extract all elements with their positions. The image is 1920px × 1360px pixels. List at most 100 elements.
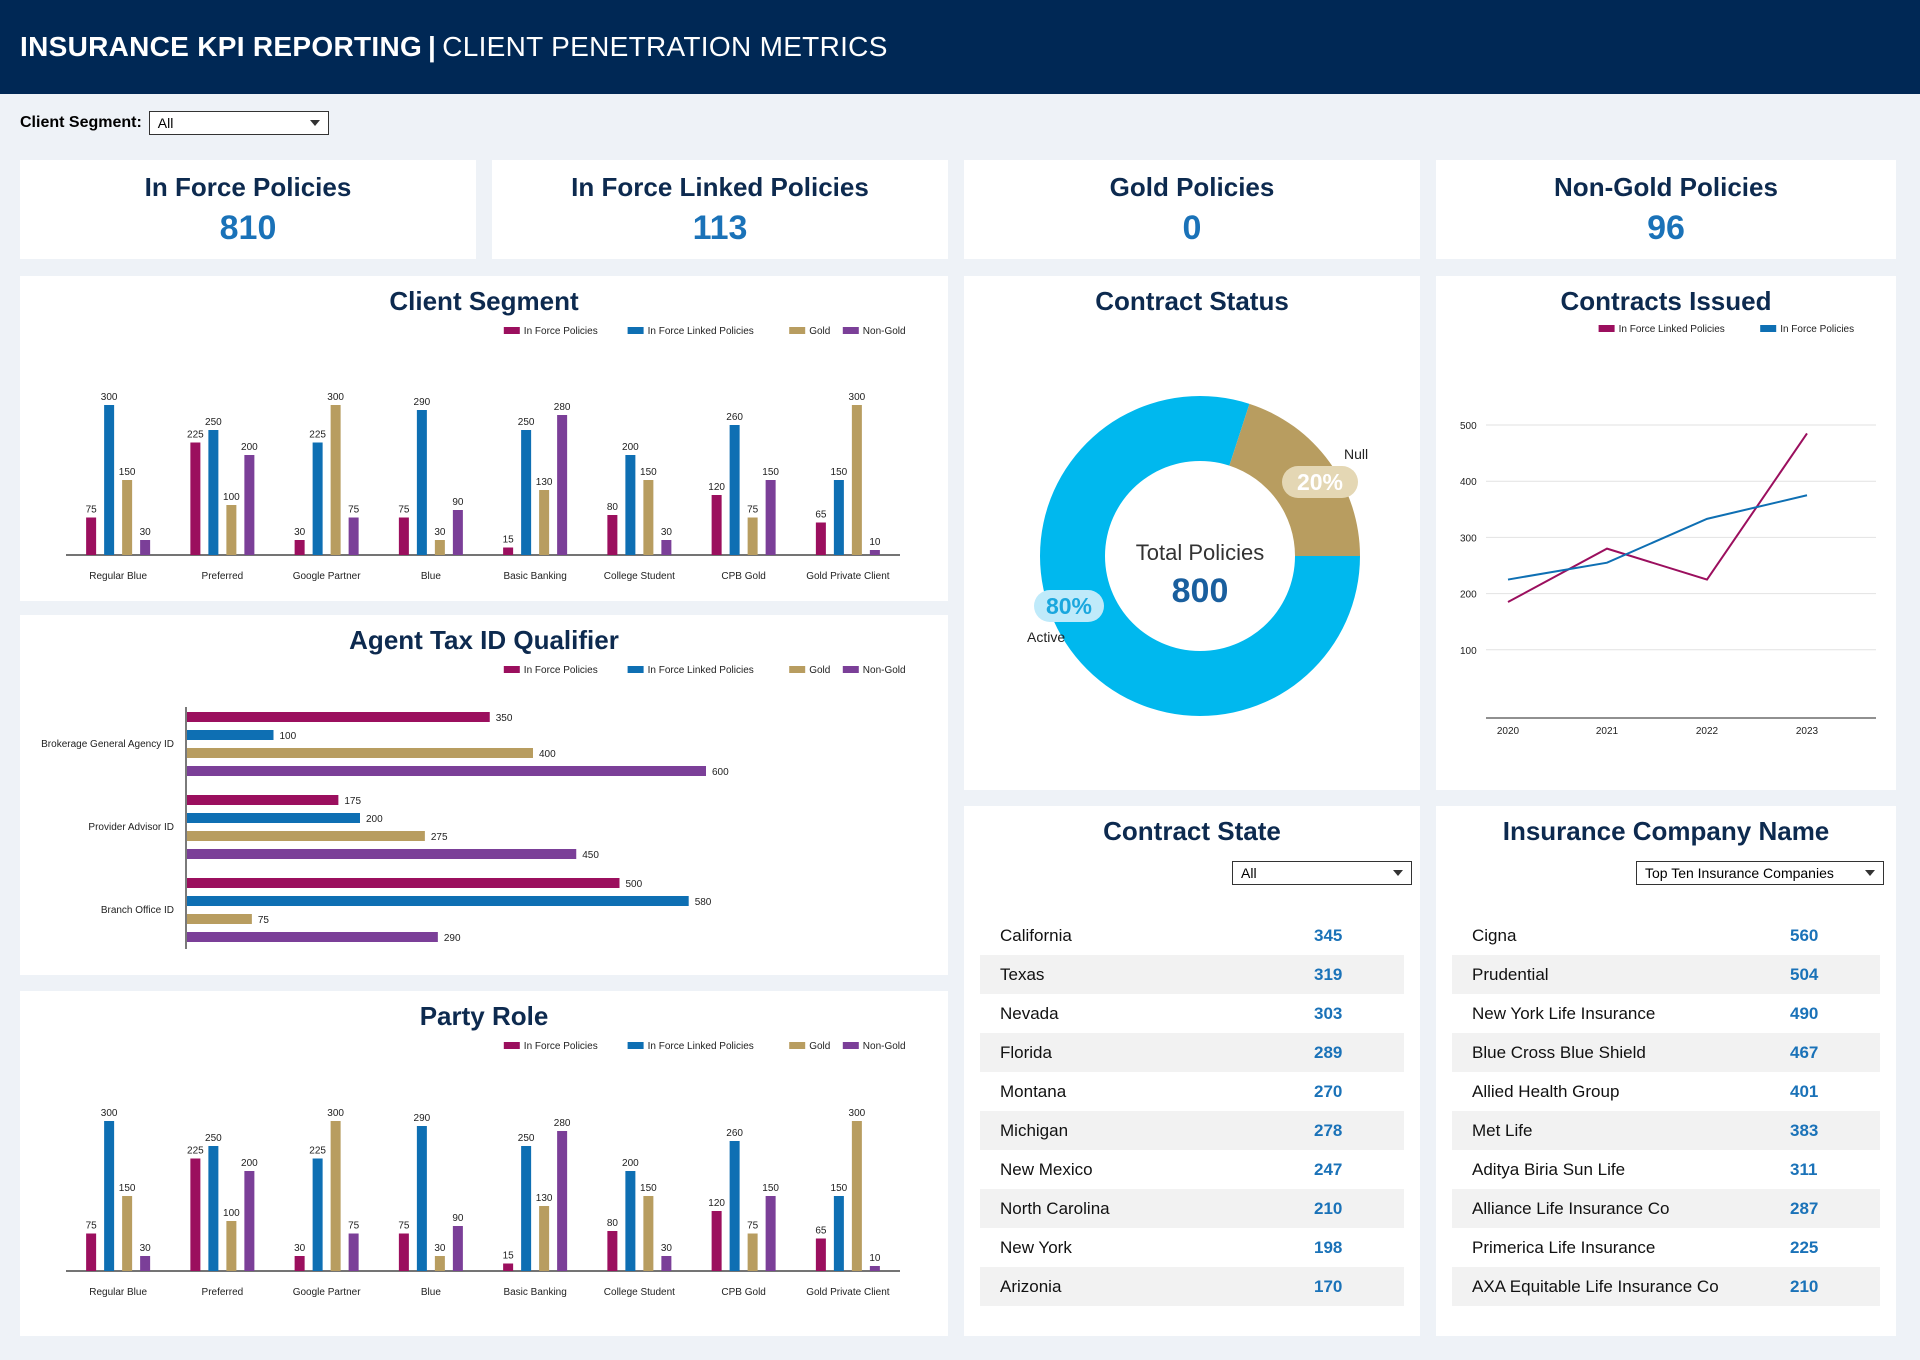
contract-state-row[interactable]: Montana 270	[980, 1072, 1404, 1111]
bar-non-gold-google-partner	[348, 1233, 359, 1271]
insurance-company-row[interactable]: Allied Health Group 401	[1452, 1072, 1880, 1111]
category-label-regular-blue: Regular Blue	[89, 1287, 147, 1298]
data-label: 65	[815, 1226, 827, 1237]
data-label: 225	[309, 430, 326, 441]
header-title-bold: INSURANCE KPI REPORTING	[20, 31, 423, 62]
data-label: 75	[86, 1221, 98, 1232]
insurance-company-row[interactable]: Primerica Life Insurance 225	[1452, 1228, 1880, 1267]
bar-gold-regular-blue	[122, 480, 133, 555]
contract-state-value: 303	[1314, 1003, 1343, 1023]
bar-in-force-policies-blue	[398, 1233, 409, 1271]
legend-label-in-force-linked-policies: In Force Linked Policies	[648, 665, 754, 676]
y-tick-label: 300	[1460, 533, 1477, 544]
x-tick-label: 2022	[1696, 726, 1719, 737]
contract-state-value: 270	[1314, 1081, 1343, 1101]
insurance-company-row[interactable]: Prudential 504	[1452, 955, 1880, 994]
bar-non-gold-blue	[452, 1226, 463, 1271]
data-label: 30	[140, 1243, 152, 1254]
bar-in-force-policies-gold-private-client	[815, 522, 826, 555]
bar-gold-blue	[434, 540, 445, 555]
data-label: 75	[86, 505, 98, 516]
data-label: 500	[626, 879, 643, 890]
donut-center-label: Total Policies	[1136, 540, 1264, 565]
insurance-company-row[interactable]: Cigna 560	[1452, 916, 1880, 955]
contract-state-row[interactable]: Texas 319	[980, 955, 1404, 994]
legend-swatch-gold	[789, 327, 806, 334]
chevron-down-icon	[1393, 870, 1403, 876]
category-label-cpb-gold: CPB Gold	[721, 1287, 765, 1298]
category-label-branch-office-id: Branch Office ID	[101, 905, 174, 916]
contract-state-select[interactable]: All	[1232, 861, 1412, 885]
data-label: 290	[444, 933, 461, 944]
category-label-basic-banking: Basic Banking	[503, 571, 566, 582]
bar-non-gold-regular-blue	[140, 540, 151, 555]
insurance-company-name: Allied Health Group	[1472, 1081, 1620, 1101]
insurance-company-select-value: Top Ten Insurance Companies	[1645, 865, 1834, 881]
insurance-company-row[interactable]: New York Life Insurance 490	[1452, 994, 1880, 1033]
contract-state-name: Arizonia	[1000, 1276, 1062, 1296]
contract-state-value: 247	[1314, 1159, 1343, 1179]
insurance-company-name: New York Life Insurance	[1472, 1003, 1656, 1023]
kpi-value: 113	[692, 208, 748, 247]
data-label: 130	[536, 1193, 553, 1204]
kpi-gold: Gold Policies 0	[964, 160, 1420, 259]
bar-gold-google-partner	[330, 405, 341, 555]
category-label-google-partner: Google Partner	[293, 571, 361, 582]
data-label: 300	[327, 1108, 344, 1119]
kpi-non-gold: Non-Gold Policies 96	[1436, 160, 1896, 259]
slice-name-null: Null	[1344, 446, 1368, 462]
bar-in-force-policies-google-partner	[294, 540, 305, 555]
data-label: 30	[434, 1243, 446, 1254]
data-label: 300	[101, 1108, 118, 1119]
insurance-company-row[interactable]: Alliance Life Insurance Co 287	[1452, 1189, 1880, 1228]
data-label: 80	[607, 1218, 619, 1229]
legend-label-non-gold: Non-Gold	[863, 665, 906, 676]
bar-gold-provider-advisor-id	[187, 831, 425, 841]
bar-non-gold-brokerage-general-agency-id	[187, 766, 706, 776]
bar-in-force-linked-policies-preferred	[208, 430, 219, 555]
contract-state-row[interactable]: Nevada 303	[980, 994, 1404, 1033]
legend-swatch-non-gold	[842, 1042, 859, 1049]
insurance-company-row[interactable]: Aditya Biria Sun Life 311	[1452, 1150, 1880, 1189]
insurance-company-row[interactable]: Blue Cross Blue Shield 467	[1452, 1033, 1880, 1072]
contract-state-value: 198	[1314, 1237, 1343, 1257]
bar-in-force-linked-policies-gold-private-client	[833, 480, 844, 555]
contract-state-row[interactable]: Arizonia 170	[980, 1267, 1404, 1306]
bar-in-force-policies-branch-office-id	[187, 878, 620, 888]
contract-state-name: New Mexico	[1000, 1159, 1093, 1179]
legend-swatch-gold	[789, 666, 806, 673]
data-label: 75	[258, 915, 270, 926]
insurance-company-select[interactable]: Top Ten Insurance Companies	[1636, 861, 1884, 885]
bar-non-gold-google-partner	[348, 517, 359, 555]
contract-state-row[interactable]: North Carolina 210	[980, 1189, 1404, 1228]
bar-non-gold-college-student	[661, 1256, 672, 1271]
contract-state-row[interactable]: New Mexico 247	[980, 1150, 1404, 1189]
contract-state-row[interactable]: Michigan 278	[980, 1111, 1404, 1150]
insurance-company-value: 401	[1790, 1081, 1819, 1101]
contract-state-name: New York	[1000, 1237, 1072, 1257]
insurance-company-value: 560	[1790, 925, 1819, 945]
contract-state-name: California	[1000, 925, 1072, 945]
legend-label-in-force-linked-policies: In Force Linked Policies	[648, 326, 754, 337]
contract-state-row[interactable]: California 345	[980, 916, 1404, 955]
data-label: 75	[747, 505, 759, 516]
bar-in-force-policies-brokerage-general-agency-id	[187, 712, 490, 722]
bar-non-gold-basic-banking	[557, 1131, 568, 1271]
client-segment-select[interactable]: All	[148, 111, 329, 135]
contract-state-row[interactable]: Florida 289	[980, 1033, 1404, 1072]
insurance-company-value: 311	[1790, 1159, 1818, 1179]
insurance-company-value: 225	[1790, 1237, 1819, 1257]
insurance-company-row[interactable]: Met Life 383	[1452, 1111, 1880, 1150]
kpi-title: In Force Linked Policies	[571, 171, 869, 202]
category-label-preferred: Preferred	[202, 571, 244, 582]
bar-in-force-linked-policies-brokerage-general-agency-id	[187, 730, 274, 740]
contracts-issued-panel: Contracts Issued In Force Linked Policie…	[1436, 276, 1896, 790]
insurance-company-row[interactable]: AXA Equitable Life Insurance Co 210	[1452, 1267, 1880, 1306]
contract-state-row[interactable]: New York 198	[980, 1228, 1404, 1267]
legend-label-gold: Gold	[809, 1041, 830, 1052]
category-label-college-student: College Student	[604, 571, 675, 582]
data-label: 30	[294, 527, 306, 538]
bar-in-force-linked-policies-basic-banking	[521, 430, 532, 555]
category-label-college-student: College Student	[604, 1287, 675, 1298]
data-label: 150	[640, 1183, 657, 1194]
